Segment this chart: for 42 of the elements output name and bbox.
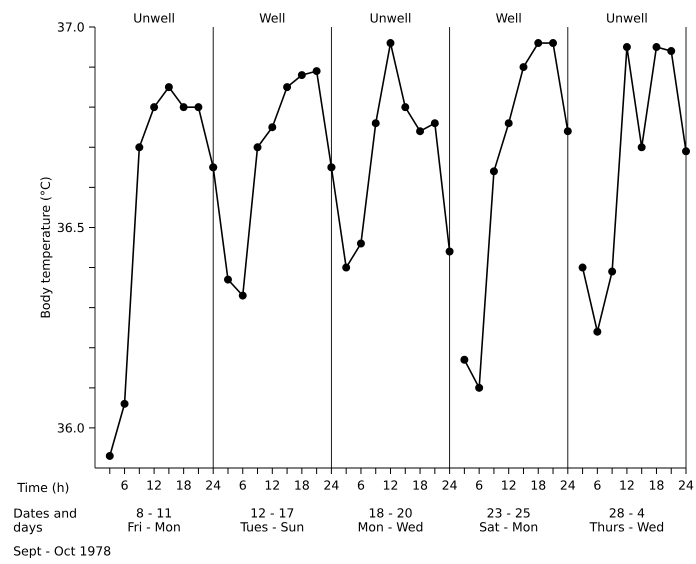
- x-tick-label: 12: [502, 480, 516, 490]
- x-tick-label: 18: [414, 480, 428, 490]
- x-tick-label: 24: [442, 480, 457, 490]
- text: Sept - Oct 1978: [14, 546, 110, 558]
- x-tick-label: 6: [594, 480, 601, 490]
- x-tick-label: 18: [650, 480, 664, 490]
- text: 28 - 4: [610, 508, 644, 518]
- x-tick-label: 12: [148, 480, 161, 490]
- y-axis-title: Body temperature (°C): [40, 177, 52, 318]
- text: 23 - 25: [488, 508, 530, 518]
- x-tick-label: 18: [177, 480, 191, 490]
- x-tick-label: 6: [358, 480, 364, 490]
- text: Fri - Mon: [128, 522, 180, 532]
- chart-title: Well: [496, 13, 521, 23]
- y-tick-label: 37.0: [58, 22, 84, 32]
- x-tick-label: 18: [295, 480, 309, 490]
- text: 12 - 17: [252, 508, 294, 518]
- x-tick-label: 24: [206, 480, 220, 490]
- text: 8 - 11: [136, 508, 172, 518]
- x-tick-label: 6: [121, 480, 128, 490]
- x-tick-label: 24: [560, 480, 576, 490]
- chart-title: Unwell: [134, 13, 174, 23]
- text: Sat - Mon: [480, 522, 538, 532]
- text: Dates and days: [14, 508, 76, 534]
- chart-title: Well: [260, 13, 284, 23]
- x-tick-label: 12: [266, 480, 279, 490]
- x-axis-title: Time (h): [17, 482, 68, 494]
- text: Tues - Sun: [240, 522, 304, 532]
- x-tick-label: 12: [620, 480, 634, 490]
- chart-title: Unwell: [607, 13, 647, 23]
- text: Thurs - Wed: [590, 522, 664, 532]
- x-tick-label: 24: [324, 480, 339, 490]
- x-tick-label: 6: [240, 480, 246, 490]
- x-tick-label: 24: [678, 480, 694, 490]
- text: 18 - 20: [370, 508, 412, 518]
- y-tick-label: 36.5: [58, 222, 84, 232]
- x-tick-label: 18: [532, 480, 546, 490]
- x-tick-label: 12: [384, 480, 398, 490]
- x-tick-label: 6: [476, 480, 482, 490]
- y-tick-label: 36.0: [58, 423, 84, 433]
- chart-title: Unwell: [370, 13, 410, 23]
- text: Mon - Wed: [358, 522, 422, 532]
